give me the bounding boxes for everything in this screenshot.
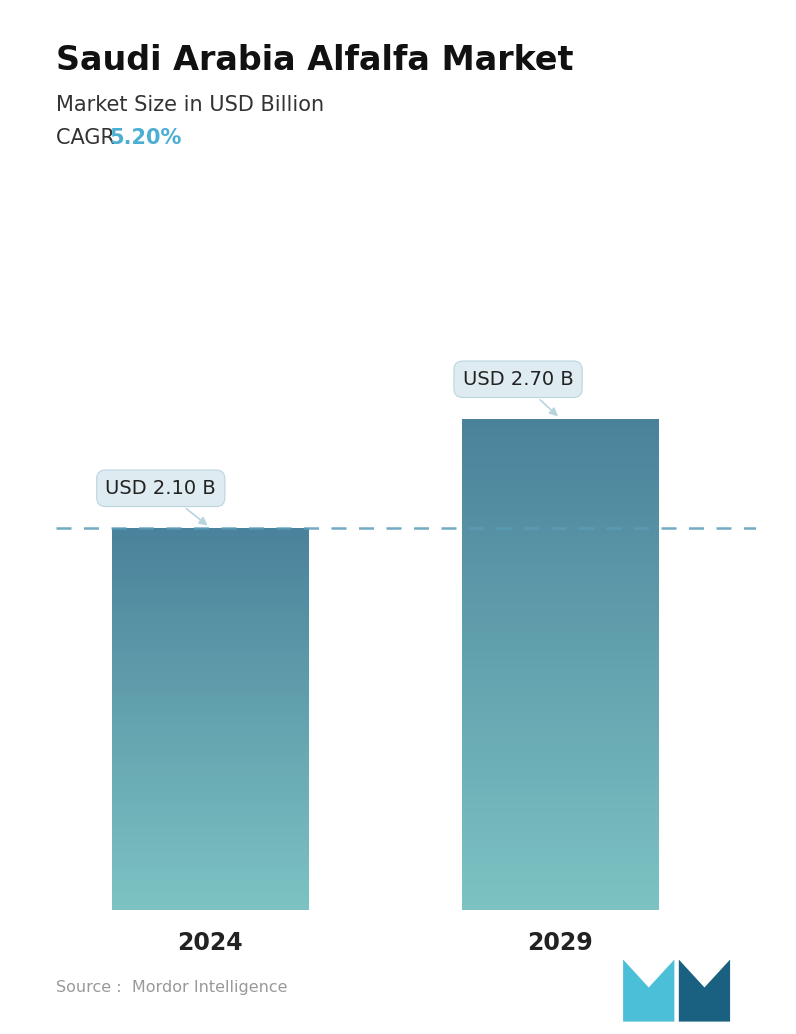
Text: CAGR: CAGR — [56, 128, 121, 148]
Polygon shape — [679, 960, 730, 1022]
Text: 5.20%: 5.20% — [110, 128, 182, 148]
Polygon shape — [623, 960, 674, 1022]
Text: USD 2.10 B: USD 2.10 B — [105, 479, 217, 524]
Text: Source :  Mordor Intelligence: Source : Mordor Intelligence — [56, 980, 287, 996]
Text: Market Size in USD Billion: Market Size in USD Billion — [56, 95, 324, 115]
Text: Saudi Arabia Alfalfa Market: Saudi Arabia Alfalfa Market — [56, 44, 573, 78]
Text: USD 2.70 B: USD 2.70 B — [462, 370, 573, 416]
